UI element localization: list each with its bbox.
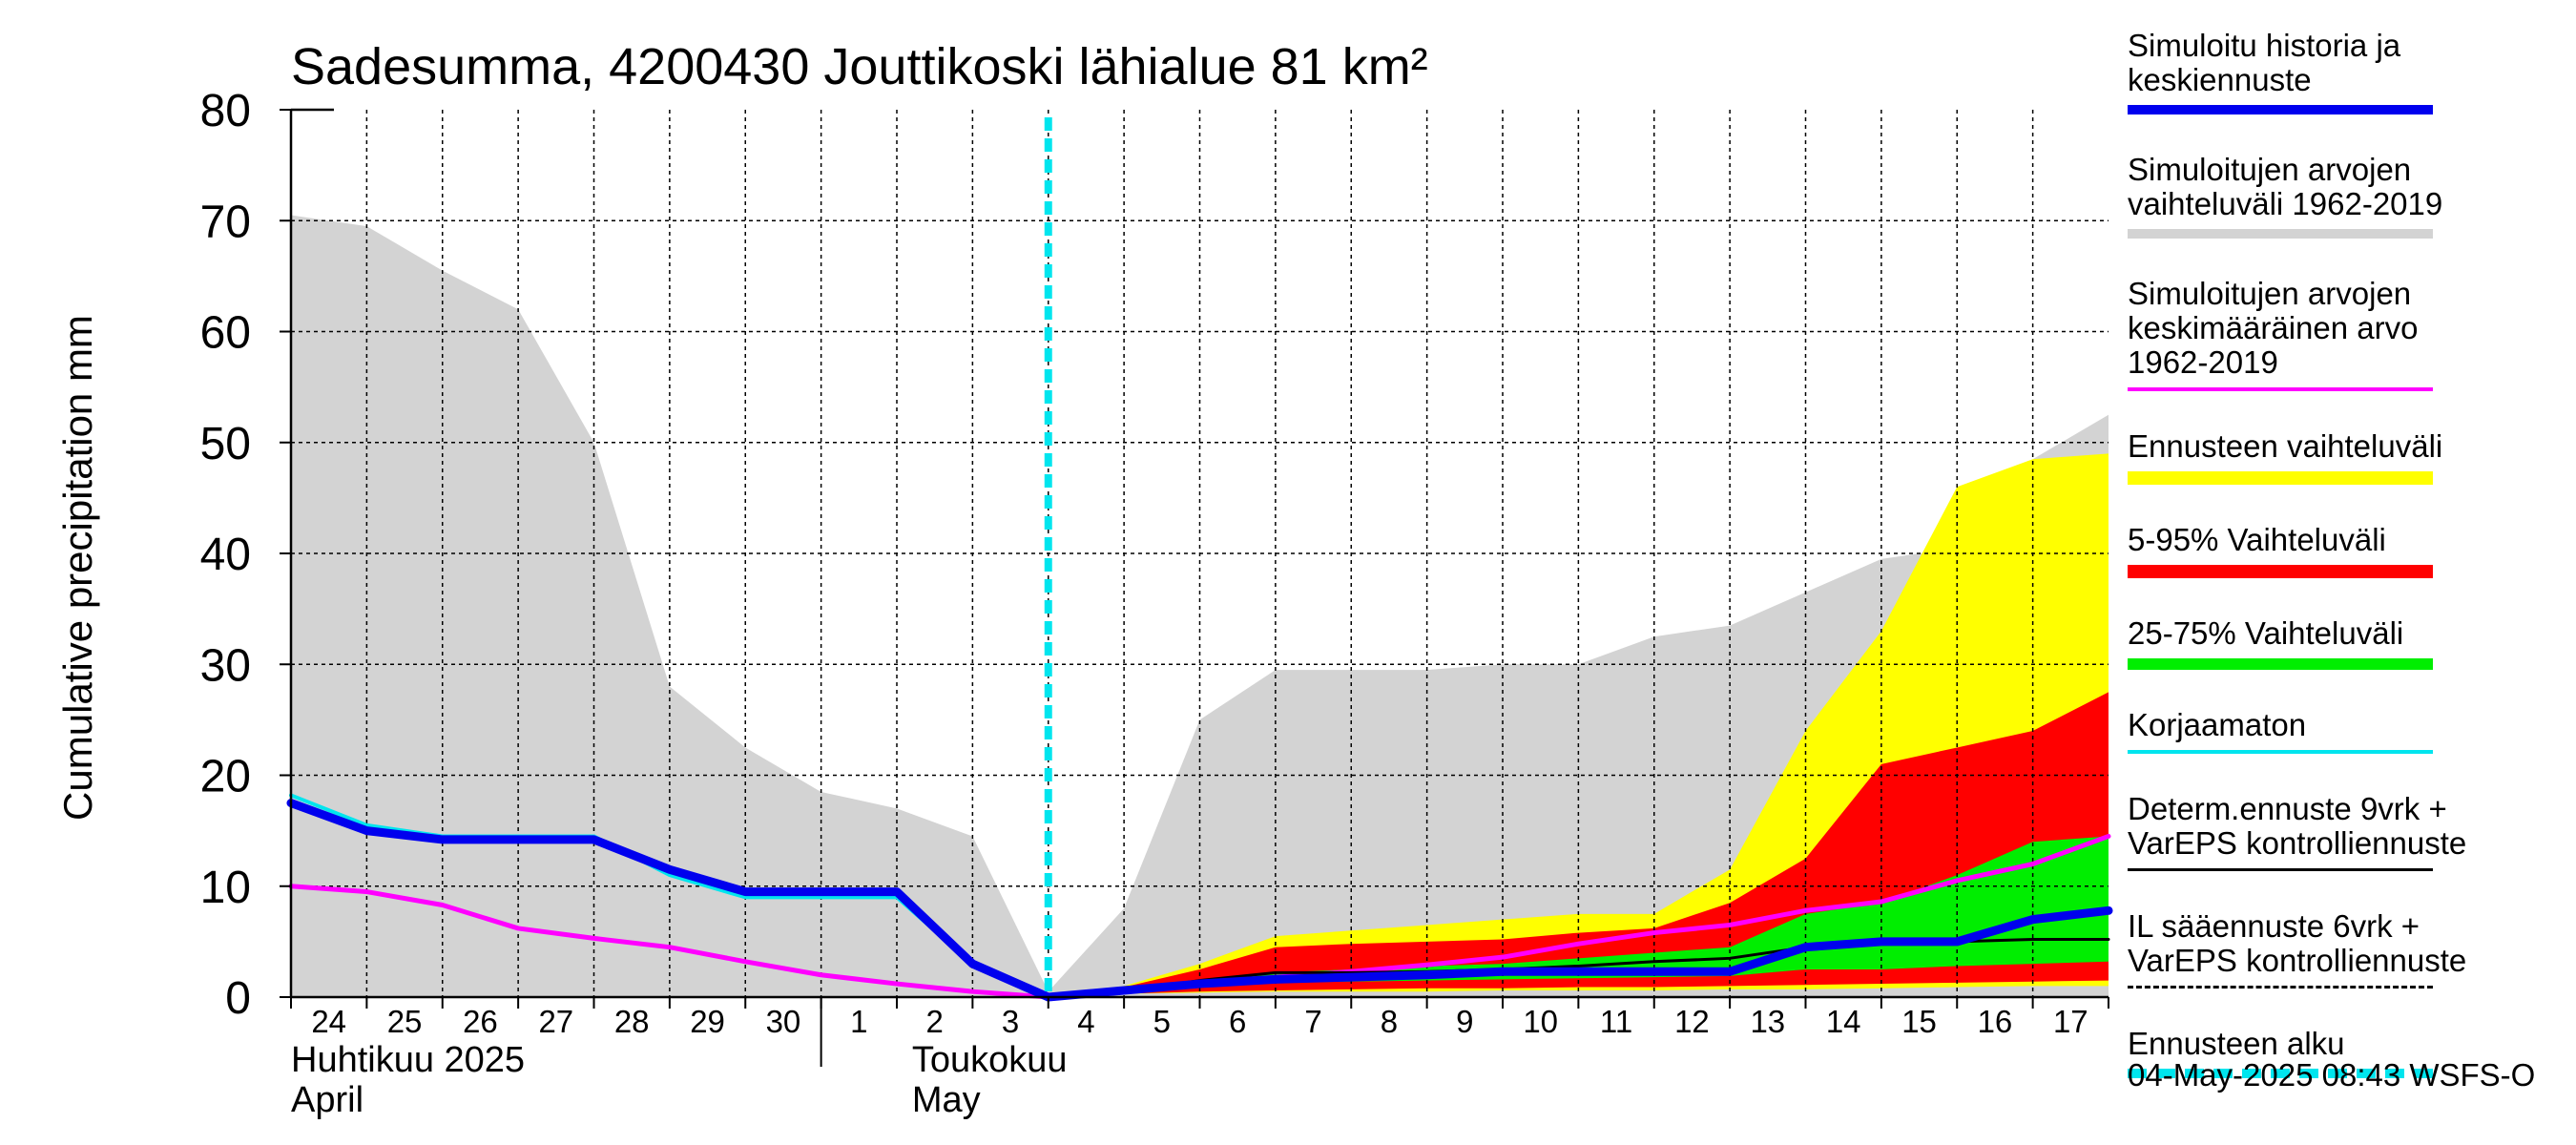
x-tick-label: 7 — [1304, 1004, 1321, 1039]
legend-item: Korjaamaton — [2128, 707, 2547, 754]
legend-swatch — [2128, 105, 2433, 114]
y-axis-label: Cumulative precipitation mm — [55, 315, 100, 821]
y-tick-label: 20 — [200, 752, 251, 802]
x-tick-label: 11 — [1600, 1004, 1632, 1039]
x-tick-label: 2 — [926, 1004, 944, 1039]
legend-item: IL sääennuste 6vrk + VarEPS kontrollienn… — [2128, 908, 2547, 989]
band-1 — [291, 215, 2109, 997]
legend-swatch — [2128, 471, 2433, 485]
y-tick-label: 10 — [200, 863, 251, 913]
x-tick-label: 13 — [1750, 1004, 1785, 1039]
y-tick-label: 30 — [200, 640, 251, 691]
legend-label: 25-75% Vaihteluväli — [2128, 615, 2404, 651]
x-tick-label: 9 — [1456, 1004, 1473, 1039]
legend-item: 25-75% Vaihteluväli — [2128, 615, 2547, 670]
month-label-en: April — [291, 1080, 364, 1120]
x-tick-label: 26 — [463, 1004, 498, 1039]
x-tick-label: 4 — [1077, 1004, 1094, 1039]
legend-label: Simuloitu historia ja keskiennuste — [2128, 28, 2401, 97]
y-tick-label: 40 — [200, 530, 251, 580]
legend-swatch — [2128, 750, 2433, 754]
x-tick-label: 25 — [387, 1004, 423, 1039]
x-tick-label: 15 — [1901, 1004, 1937, 1039]
month-label-fi: Toukokuu — [912, 1040, 1068, 1080]
x-tick-label: 5 — [1153, 1004, 1171, 1039]
x-tick-label: 8 — [1381, 1004, 1398, 1039]
x-tick-label: 3 — [1002, 1004, 1019, 1039]
legend-item: Simuloitujen arvojen keskimääräinen arvo… — [2128, 276, 2547, 391]
legend-swatch — [2128, 1069, 2433, 1078]
x-tick-label: 30 — [766, 1004, 801, 1039]
x-tick-label: 6 — [1229, 1004, 1246, 1039]
legend-label: Korjaamaton — [2128, 707, 2307, 742]
legend-label: IL sääennuste 6vrk + VarEPS kontrollienn… — [2128, 908, 2467, 978]
x-tick-label: 16 — [1978, 1004, 2013, 1039]
legend-swatch — [2128, 986, 2433, 989]
legend-label: Simuloitujen arvojen keskimääräinen arvo… — [2128, 276, 2419, 380]
legend-swatch — [2128, 565, 2433, 578]
y-tick-label: 50 — [200, 419, 251, 469]
x-tick-label: 24 — [311, 1004, 346, 1039]
legend-label: Simuloitujen arvojen vaihteluväli 1962-2… — [2128, 152, 2443, 221]
legend-swatch — [2128, 868, 2433, 871]
legend-item: Ennusteen vaihteluväli — [2128, 428, 2547, 485]
y-tick-label: 0 — [225, 973, 251, 1024]
legend-item: Simuloitu historia ja keskiennuste — [2128, 28, 2547, 114]
legend-label: 5-95% Vaihteluväli — [2128, 522, 2386, 557]
y-tick-label: 80 — [200, 86, 251, 136]
x-tick-label: 12 — [1674, 1004, 1710, 1039]
y-tick-label: 60 — [200, 308, 251, 359]
chart-title: Sadesumma, 4200430 Jouttikoski lähialue … — [291, 38, 1428, 95]
month-label-fi: Huhtikuu 2025 — [291, 1040, 525, 1080]
legend-label: Determ.ennuste 9vrk + VarEPS kontrollien… — [2128, 791, 2467, 861]
legend-item: Determ.ennuste 9vrk + VarEPS kontrollien… — [2128, 791, 2547, 871]
x-tick-label: 17 — [2053, 1004, 2088, 1039]
legend-item: Ennusteen alku — [2128, 1026, 2547, 1078]
x-tick-label: 28 — [614, 1004, 650, 1039]
month-label-en: May — [912, 1080, 981, 1120]
legend-label: Ennusteen vaihteluväli — [2128, 428, 2443, 464]
legend-swatch — [2128, 387, 2433, 391]
legend-swatch — [2128, 658, 2433, 670]
legend-item: 5-95% Vaihteluväli — [2128, 522, 2547, 578]
y-tick-label: 70 — [200, 197, 251, 247]
x-tick-label: 29 — [690, 1004, 725, 1039]
series-line-4 — [286, 799, 2113, 1002]
legend-swatch — [2128, 229, 2433, 239]
x-tick-label: 27 — [538, 1004, 573, 1039]
x-tick-label: 10 — [1523, 1004, 1558, 1039]
legend-label: Ennusteen alku — [2128, 1026, 2345, 1061]
x-tick-label: 14 — [1826, 1004, 1861, 1039]
timestamp-footer: 04-May-2025 08:43 WSFS-O — [2128, 1057, 2536, 1093]
legend-item: Simuloitujen arvojen vaihteluväli 1962-2… — [2128, 152, 2547, 239]
x-tick-label: 1 — [850, 1004, 867, 1039]
band-4 — [1048, 836, 2109, 997]
